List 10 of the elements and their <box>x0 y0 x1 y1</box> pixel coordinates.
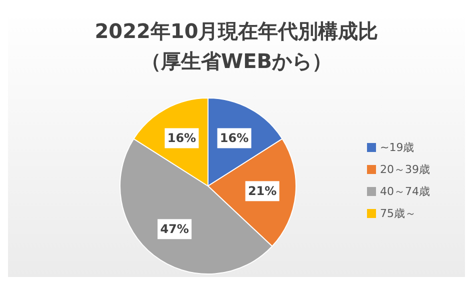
legend-label: 75歳～ <box>380 207 416 220</box>
legend-label: 20～39歳 <box>380 163 430 176</box>
chart-title: 2022年10月現在年代別構成比 <box>94 18 380 45</box>
data-label: 47% <box>160 222 189 236</box>
data-label: 16% <box>220 131 249 146</box>
legend-label: 40～74歳 <box>380 185 430 198</box>
legend-label: ~19歳 <box>380 141 414 154</box>
chart-subtitle: （厚生省WEBから） <box>140 48 333 75</box>
data-label: 21% <box>248 184 277 198</box>
data-label: 16% <box>167 131 196 146</box>
